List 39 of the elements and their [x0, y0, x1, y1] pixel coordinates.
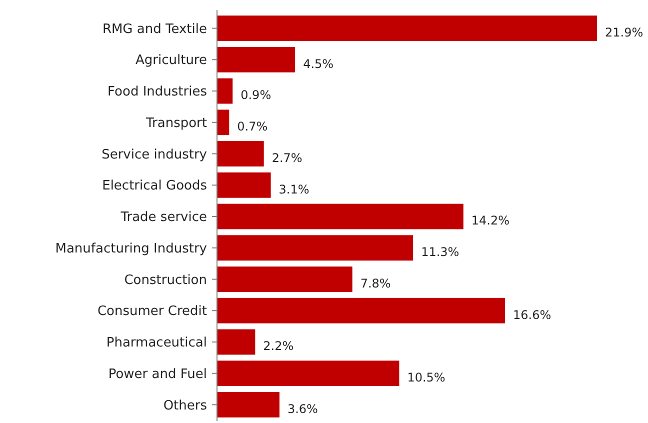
bar: [217, 46, 296, 72]
data-label: 21.9%: [605, 25, 644, 40]
y-tick-label: Trade service: [120, 210, 207, 226]
bar: [217, 78, 233, 104]
bar: [217, 392, 280, 418]
y-tick-label: Pharmaceutical: [106, 336, 207, 351]
data-label: 10.5%: [407, 370, 446, 385]
y-tick-label: Agriculture: [136, 53, 207, 68]
y-tick-label: Others: [163, 398, 208, 414]
bar: [217, 235, 414, 261]
y-tick-label: Manufacturing Industry: [55, 241, 208, 256]
data-label: 7.8%: [360, 276, 391, 290]
y-tick-label: Food Industries: [108, 84, 208, 100]
data-label: 11.3%: [421, 245, 460, 260]
bar: [217, 266, 352, 292]
bar: [217, 329, 256, 355]
data-label: 2.7%: [272, 150, 302, 165]
data-label: 14.2%: [471, 214, 510, 228]
y-tick-label: Transport: [144, 116, 207, 131]
y-tick-label: Electrical Goods: [102, 178, 208, 194]
bar: [217, 298, 506, 324]
y-tick-label: RMG and Textile: [102, 22, 207, 37]
bar: [217, 172, 271, 198]
y-tick-label: Consumer Credit: [97, 304, 207, 320]
data-label: 0.7%: [237, 120, 268, 134]
bar: [217, 110, 230, 136]
bar: [217, 204, 464, 230]
y-tick-label: Power and Fuel: [108, 366, 207, 382]
bar: [217, 16, 597, 41]
bar: [217, 360, 400, 386]
y-tick-label: Service industry: [102, 147, 208, 162]
data-label: 3.6%: [287, 402, 318, 416]
bar: [217, 141, 264, 166]
data-label: 0.9%: [240, 88, 272, 102]
data-label: 4.5%: [303, 56, 334, 71]
data-label: 3.1%: [278, 182, 310, 196]
data-label: 2.2%: [263, 339, 294, 354]
y-tick-label: Construction: [124, 272, 207, 288]
data-label: 16.6%: [513, 308, 552, 322]
